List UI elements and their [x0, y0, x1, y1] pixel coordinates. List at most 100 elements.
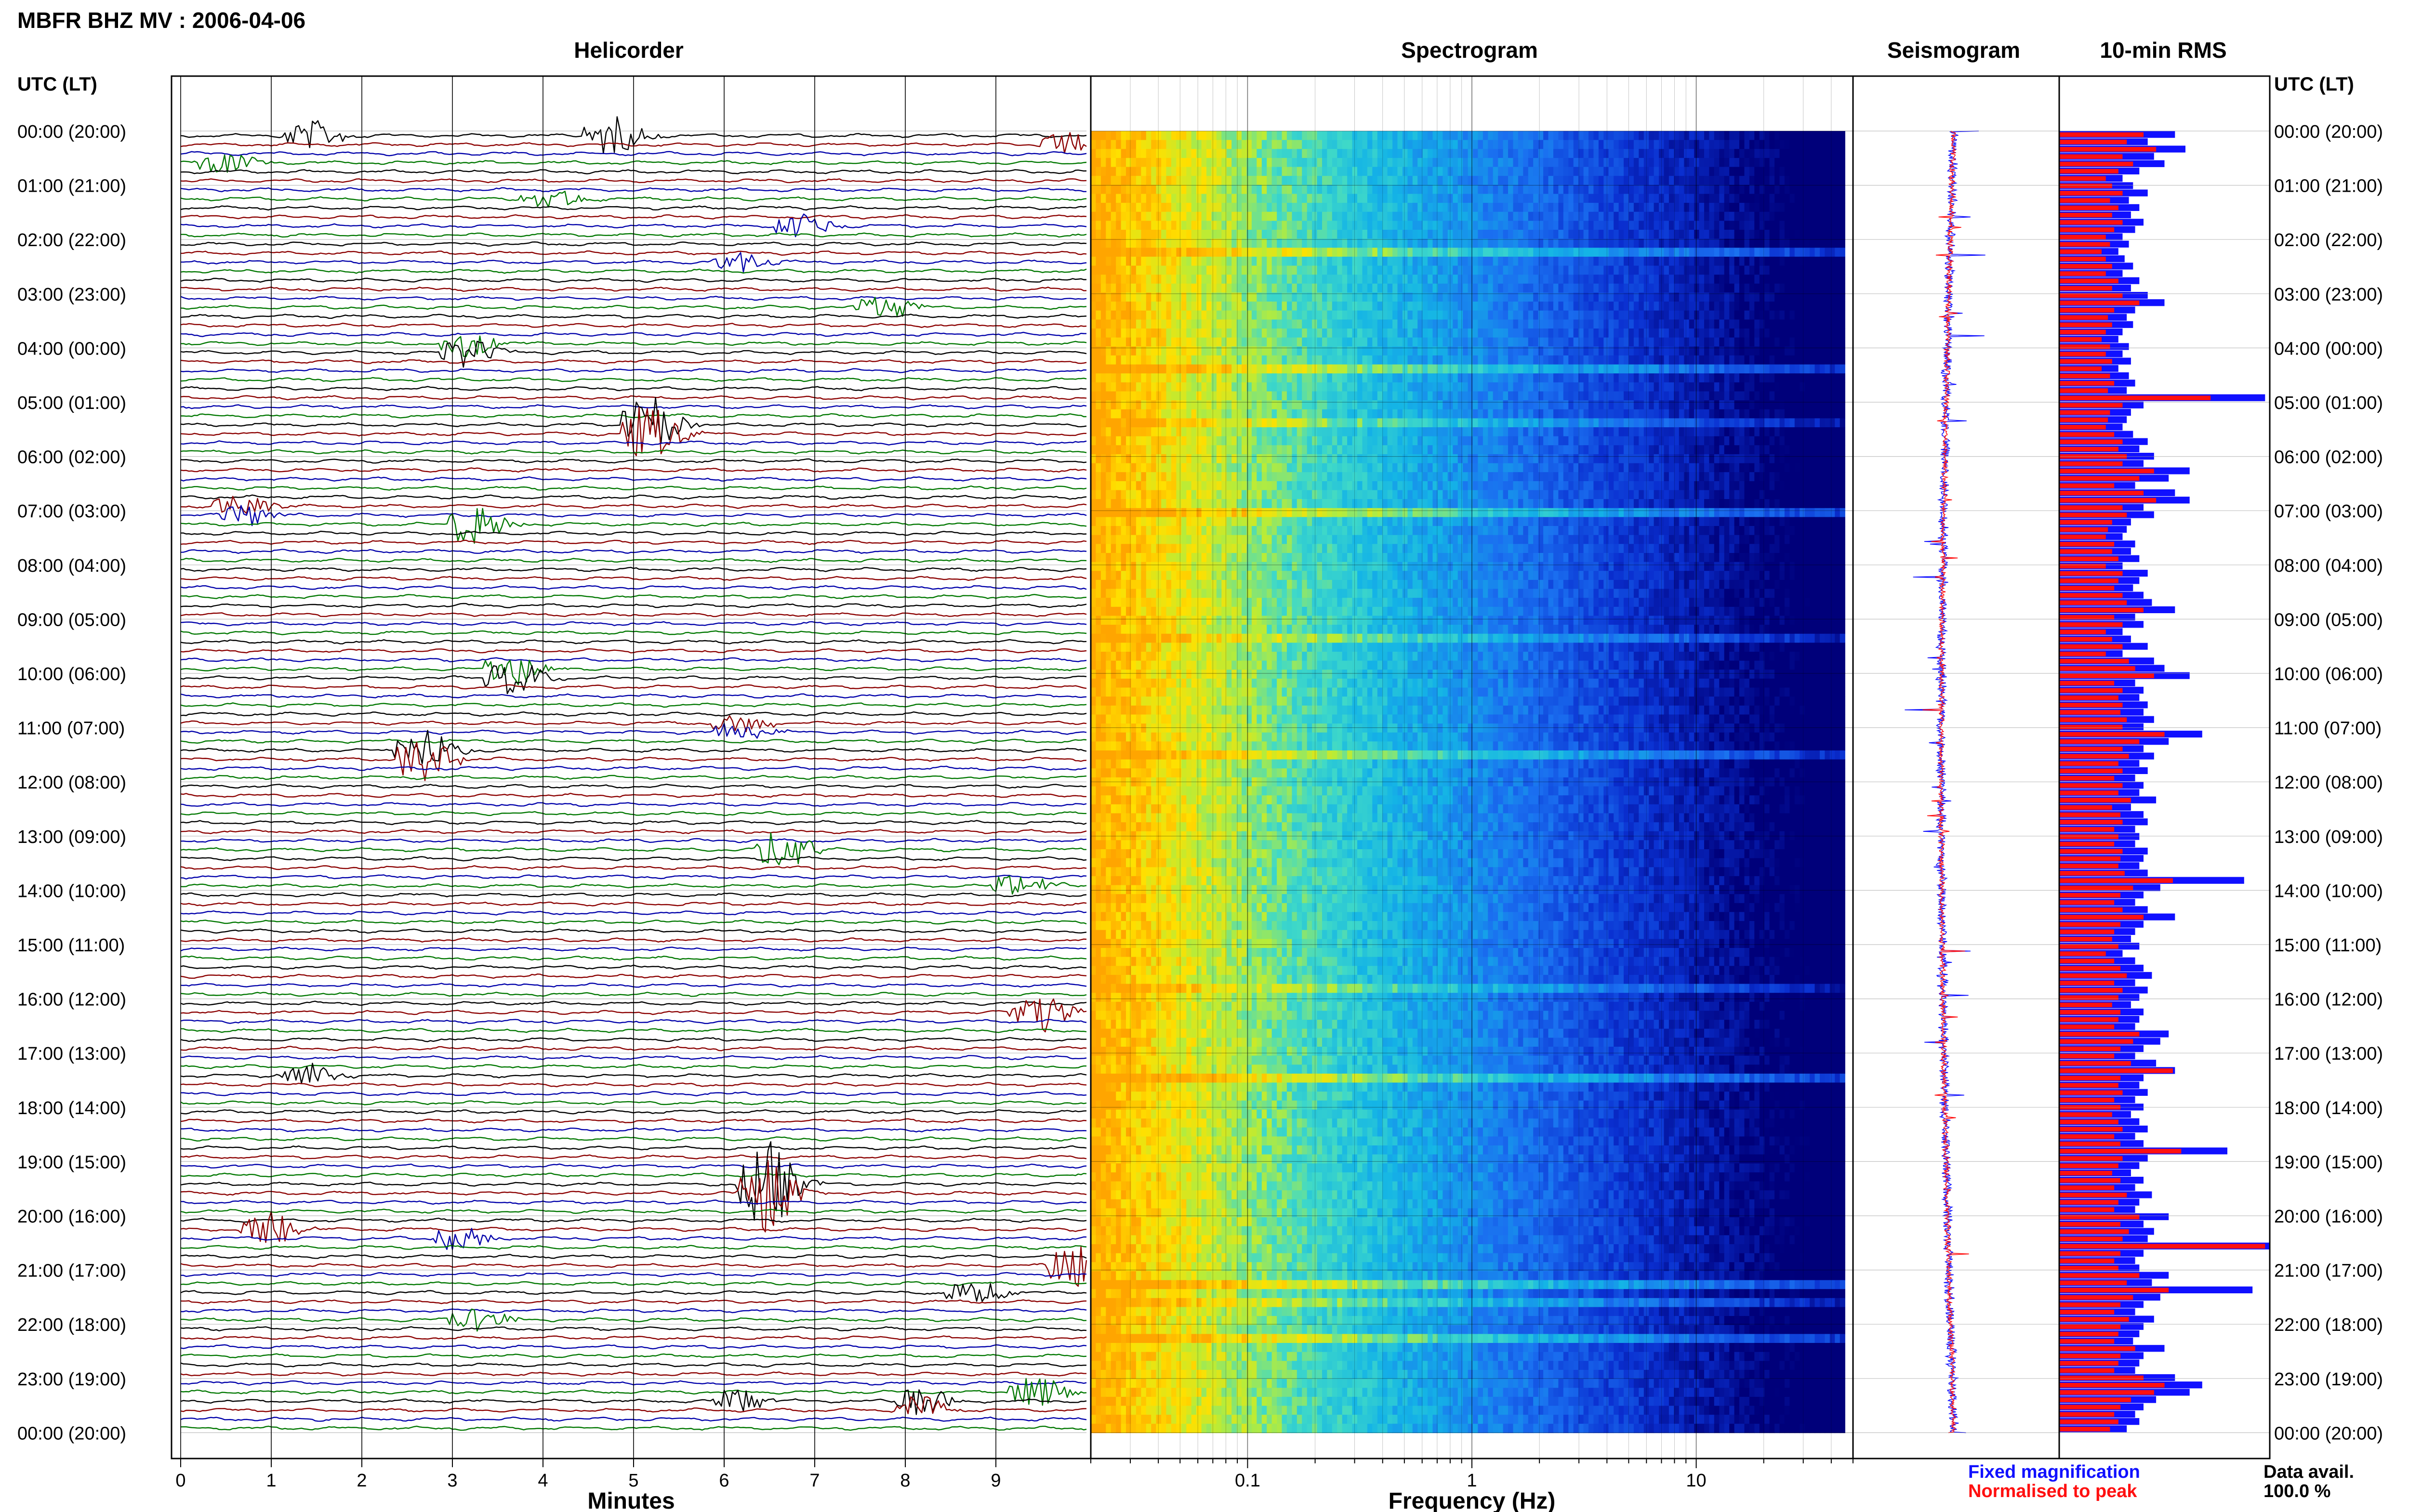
spectrogram-cell — [1231, 194, 1237, 203]
spectrogram-cell — [1337, 256, 1343, 266]
spectrogram-cell — [1267, 427, 1272, 437]
spectrogram-cell — [1116, 238, 1122, 248]
spectrogram-cell — [1447, 167, 1453, 176]
spectrogram-cell — [1261, 238, 1267, 248]
spectrogram-cell — [1367, 310, 1373, 320]
spectrogram-cell — [1382, 373, 1388, 383]
spectrogram-cell — [1106, 275, 1112, 284]
spectrogram-cell — [1633, 400, 1640, 410]
spectrogram-cell — [1302, 409, 1308, 419]
spectrogram-cell — [1428, 310, 1433, 320]
spectrogram-cell — [1377, 310, 1383, 320]
spectrogram-cell — [1668, 283, 1675, 293]
spectrogram-cell — [1684, 221, 1690, 230]
spectrogram-cell — [1257, 283, 1262, 293]
spectrogram-cell — [1643, 238, 1649, 248]
spectrogram-cell — [1116, 427, 1122, 437]
spectrogram-cell — [1668, 391, 1675, 401]
spectrogram-cell — [1794, 140, 1800, 149]
spectrogram-cell — [1548, 238, 1554, 248]
spectrogram-cell — [1327, 292, 1333, 302]
spectrogram-cell — [1286, 158, 1293, 168]
spectrogram-cell — [1679, 292, 1684, 302]
spectrogram-cell — [1583, 194, 1589, 203]
spectrogram-cell — [1568, 364, 1574, 374]
spectrogram-cell — [1327, 248, 1333, 257]
spectrogram-cell — [1206, 221, 1212, 230]
spectrogram-cell — [1362, 194, 1368, 203]
spectrogram-cell — [1257, 319, 1262, 329]
spectrogram-cell — [1282, 382, 1287, 392]
spectrogram-cell — [1111, 329, 1116, 338]
spectrogram-cell — [1337, 373, 1343, 383]
spectrogram-cell — [1422, 230, 1428, 239]
spectrogram-cell — [1111, 391, 1116, 401]
spectrogram-cell — [1754, 167, 1760, 176]
spectrogram-cell — [1443, 149, 1448, 158]
spectrogram-cell — [1603, 131, 1609, 141]
spectrogram-cell — [1402, 238, 1408, 248]
spectrogram-cell — [1271, 283, 1277, 293]
spectrogram-cell — [1176, 149, 1182, 158]
spectrogram-cell — [1196, 275, 1202, 284]
spectrogram-cell — [1754, 230, 1760, 239]
spectrogram-cell — [1357, 221, 1363, 230]
spectrogram-cell — [1573, 256, 1579, 266]
spectrogram-cell — [1221, 176, 1227, 185]
spectrogram-cell — [1126, 221, 1132, 230]
spectrogram-cell — [1679, 302, 1684, 311]
spectrogram-cell — [1533, 238, 1539, 248]
spectrogram-cell — [1633, 409, 1640, 419]
spectrogram-cell — [1176, 140, 1182, 149]
spectrogram-cell — [1412, 230, 1418, 239]
spectrogram-cell — [1734, 176, 1740, 185]
spectrogram-cell — [1704, 418, 1710, 428]
spectrogram-cell — [1614, 337, 1619, 347]
spectrogram-cell — [1412, 292, 1418, 302]
spectrogram-cell — [1784, 391, 1790, 401]
spectrogram-cell — [1121, 256, 1126, 266]
spectrogram-cell — [1367, 149, 1373, 158]
spectrogram-cell — [1246, 310, 1252, 320]
spectrogram-cell — [1297, 302, 1302, 311]
spectrogram-cell — [1146, 238, 1152, 248]
spectrogram-cell — [1242, 158, 1247, 168]
spectrogram-cell — [1312, 373, 1318, 383]
spectrogram-cell — [1820, 265, 1826, 275]
spectrogram-cell — [1628, 337, 1634, 347]
spectrogram-cell — [1372, 140, 1378, 149]
spectrogram-cell — [1769, 337, 1775, 347]
spectrogram-cell — [1322, 391, 1328, 401]
spectrogram-cell — [1387, 391, 1393, 401]
spectrogram-cell — [1091, 355, 1097, 365]
spectrogram-cell — [1649, 329, 1655, 338]
spectrogram-cell — [1367, 248, 1373, 257]
spectrogram-cell — [1106, 292, 1112, 302]
spectrogram-cell — [1482, 292, 1489, 302]
spectrogram-cell — [1689, 230, 1694, 239]
spectrogram-cell — [1151, 409, 1157, 419]
spectrogram-cell — [1392, 221, 1398, 230]
spectrogram-cell — [1493, 184, 1498, 195]
spectrogram-cell — [1825, 176, 1830, 185]
spectrogram-cell — [1608, 310, 1614, 320]
spectrogram-cell — [1578, 211, 1584, 222]
spectrogram-cell — [1372, 337, 1378, 347]
spectrogram-cell — [1457, 230, 1463, 239]
spectrogram-cell — [1825, 230, 1830, 239]
spectrogram-cell — [1709, 176, 1715, 185]
spectrogram-cell — [1196, 418, 1202, 428]
spectrogram-cell — [1704, 355, 1710, 365]
spectrogram-cell — [1573, 355, 1579, 365]
spectrogram-cell — [1091, 158, 1097, 168]
spectrogram-cell — [1659, 364, 1665, 374]
spectrogram-cell — [1588, 292, 1594, 302]
spectrogram-cell — [1643, 140, 1649, 149]
spectrogram-cell — [1508, 275, 1514, 284]
spectrogram-cell — [1242, 221, 1247, 230]
spectrogram-cell — [1639, 256, 1644, 266]
spectrogram-cell — [1136, 319, 1142, 329]
spectrogram-cell — [1553, 131, 1559, 141]
spectrogram-cell — [1397, 364, 1403, 374]
spectrogram-cell — [1317, 176, 1323, 185]
